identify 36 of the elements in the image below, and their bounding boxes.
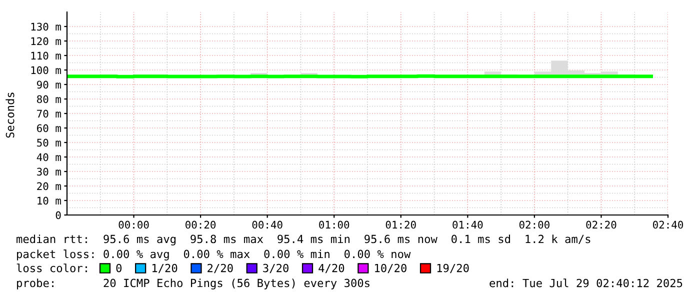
y-tick-label: 100 m: [31, 66, 61, 74]
y-tick-label: 0: [56, 211, 61, 220]
y-tick-label: 70 m: [37, 110, 61, 118]
y-axis-title: Seconds: [6, 92, 14, 138]
y-tick-label: 40 m: [36, 153, 61, 162]
x-tick-label: 00:00: [118, 220, 149, 229]
y-tick-label: 90 m: [37, 80, 61, 89]
legend-label: 2/20: [208, 264, 233, 274]
legend-label: 10/20: [375, 264, 406, 274]
y-tick-label: 130 m: [31, 22, 61, 31]
y-tick-label: 120 m: [31, 37, 61, 46]
x-tick-label: 01:40: [452, 220, 483, 229]
x-tick-label: 01:20: [386, 220, 416, 229]
x-tick-label: 01:00: [319, 220, 350, 229]
x-tick-label: 02:00: [519, 220, 550, 229]
legend-label: 4/20: [318, 264, 344, 274]
legend-label: 0: [116, 264, 122, 272]
x-tick-label: 02:20: [586, 220, 616, 229]
y-tick-label: 80 m: [37, 95, 61, 104]
y-tick-label: 60 m: [37, 124, 61, 132]
text: median rtt: 95.6 ms avg 95.8 ms max 95.4 ms min 95.6 ms now 0.1 ms sd 1.2 k am/s: [16, 234, 590, 246]
legend-label: 19/20: [437, 264, 469, 274]
text: packet loss: 0.00 % avg 0.00 % max 0.00 % min 0.00 % now: [17, 250, 411, 260]
legend-label: 3/20: [263, 264, 288, 274]
legend-title: loss color:: [16, 264, 87, 272]
x-tick-label: 00:40: [252, 220, 282, 229]
y-tick-label: 20 m: [37, 182, 61, 190]
y-tick-label: 50 m: [37, 138, 61, 147]
x-tick-label: 02:40: [653, 220, 684, 229]
x-tick-label: 00:20: [186, 220, 216, 229]
legend-label: 1/20: [152, 264, 178, 274]
text: end: Tue Jul 29 02:40:12 2025: [490, 278, 682, 288]
y-tick-label: 30 m: [37, 168, 61, 176]
y-tick-label: 110 m: [31, 52, 61, 60]
y-tick-label: 10 m: [38, 196, 61, 205]
text: probe: 20 ICMP Echo Pings (56 Bytes) every 300s: [17, 278, 370, 290]
